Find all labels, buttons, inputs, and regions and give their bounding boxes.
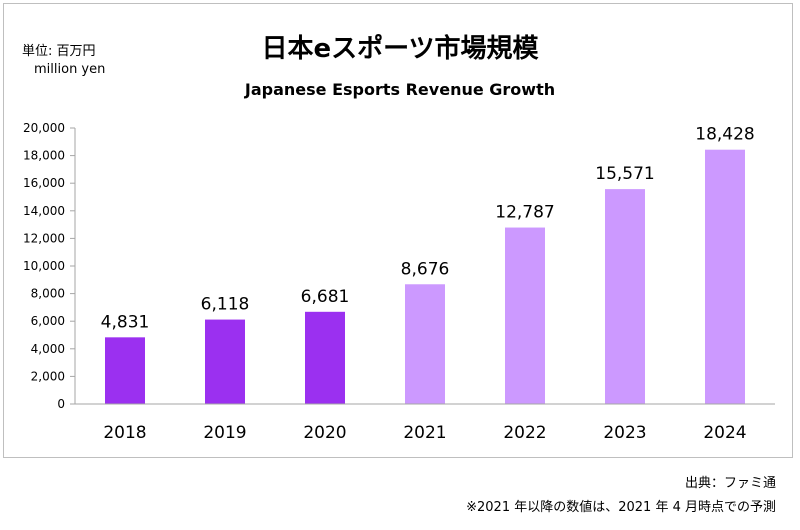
y-tick-label: 16,000 xyxy=(23,176,65,190)
y-tick-label: 8,000 xyxy=(31,287,65,301)
y-tick-label: 10,000 xyxy=(23,259,65,273)
y-tick-label: 2,000 xyxy=(31,369,65,383)
bar xyxy=(705,149,745,404)
data-label: 15,571 xyxy=(595,164,654,184)
chart-frame: 単位: 百万円 million yen xyxy=(3,3,793,458)
unit-label-en: million yen xyxy=(34,62,106,77)
source-note: 出典：ファミ通 xyxy=(684,476,776,491)
bar xyxy=(505,227,545,404)
x-tick-label: 2022 xyxy=(503,423,546,443)
data-label: 4,831 xyxy=(101,312,150,332)
data-label: 6,681 xyxy=(301,287,350,307)
data-label: 18,428 xyxy=(695,125,754,145)
data-label: 12,787 xyxy=(495,203,554,223)
chart-title: 日本eスポーツ市場規模 xyxy=(261,34,539,64)
x-tick-label: 2023 xyxy=(603,423,646,443)
y-tick-label: 0 xyxy=(57,397,65,411)
x-tick-label: 2021 xyxy=(403,423,446,443)
bar xyxy=(605,189,645,404)
y-tick-label: 4,000 xyxy=(31,342,65,356)
bar xyxy=(405,284,445,404)
x-tick-label: 2024 xyxy=(703,423,746,443)
bar xyxy=(105,337,145,404)
bar xyxy=(205,319,245,404)
x-tick-label: 2020 xyxy=(303,423,346,443)
unit-label-jp: 単位: 百万円 xyxy=(22,44,96,59)
y-tick-label: 12,000 xyxy=(23,231,65,245)
chart-subtitle: Japanese Esports Revenue Growth xyxy=(244,80,556,99)
data-label: 8,676 xyxy=(401,259,450,279)
y-tick-label: 18,000 xyxy=(23,149,65,163)
y-tick-label: 14,000 xyxy=(23,204,65,218)
y-tick-label: 6,000 xyxy=(31,314,65,328)
x-tick-label: 2018 xyxy=(103,423,146,443)
forecast-footnote: ※2021 年以降の数値は、2021 年 4 月時点での予測 xyxy=(466,500,776,515)
bar xyxy=(305,311,345,404)
x-tick-label: 2019 xyxy=(203,423,246,443)
y-tick-label: 20,000 xyxy=(23,121,65,135)
data-label: 6,118 xyxy=(201,295,250,315)
